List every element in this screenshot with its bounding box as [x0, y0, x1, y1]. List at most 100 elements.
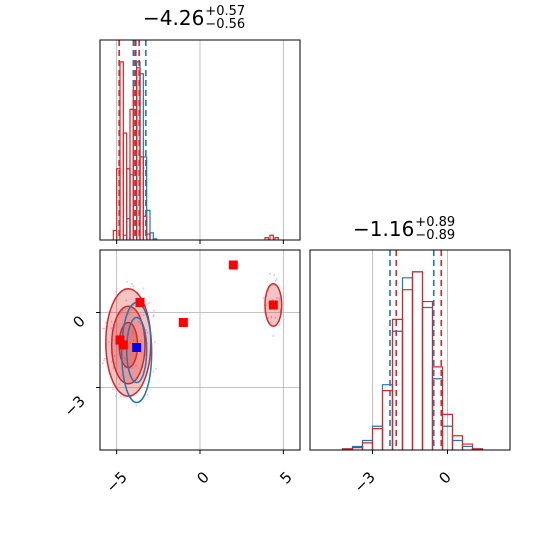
tick-marks [96, 240, 448, 454]
sample-point [274, 317, 277, 319]
histogram-bar [139, 156, 144, 240]
sample-point [105, 321, 107, 324]
sample-point [275, 278, 278, 280]
sample-point [153, 314, 155, 316]
sample-point [148, 301, 151, 304]
sample-point [152, 370, 155, 373]
sample-point [118, 383, 121, 385]
sample-point [119, 395, 122, 398]
sample-point [102, 362, 104, 364]
histogram-bar [264, 237, 269, 240]
sample-point [153, 341, 156, 343]
sample-point [137, 320, 140, 323]
top-left-histograms [112, 40, 279, 240]
histogram-bar [461, 443, 474, 450]
sample-point [131, 367, 134, 370]
sample-point [122, 396, 125, 399]
histogram-bar [274, 237, 279, 240]
grid-lines [100, 40, 448, 450]
sample-point [278, 299, 281, 302]
sample-point [269, 272, 271, 275]
sample-point [135, 404, 138, 407]
y-tick-label: 0 [69, 312, 88, 331]
histogram-bar [471, 448, 484, 450]
sample-point [116, 333, 119, 336]
sample-point [110, 326, 113, 329]
sample-point [130, 283, 133, 285]
sample-point [127, 312, 130, 315]
sample-point [270, 316, 273, 319]
sample-point [126, 280, 128, 283]
panel-title-2: −1.16 +0.89 −0.89 [353, 216, 455, 242]
sample-point [102, 359, 105, 362]
sample-point [102, 327, 104, 330]
title-value: −4.26 [143, 6, 205, 30]
sample-point [152, 315, 155, 318]
scatter-contours [102, 260, 283, 407]
x-tick-label: −3 [350, 468, 378, 496]
panel-bottom-right [309, 249, 511, 451]
sample-point [267, 302, 270, 305]
sample-point [267, 316, 270, 319]
sample-point [131, 331, 134, 333]
marker-square [135, 298, 145, 307]
sample-point [119, 313, 121, 316]
x-tick-label: −5 [102, 468, 130, 496]
sample-point [142, 287, 145, 290]
sample-point [107, 341, 110, 343]
title-minus-error: −0.56 [205, 17, 246, 32]
sample-point [103, 327, 106, 330]
sample-point [110, 320, 113, 323]
sample-point [112, 367, 115, 370]
marker-square [132, 343, 142, 352]
histogram-bar [451, 435, 464, 450]
sample-point [140, 340, 142, 342]
histogram-bar [431, 366, 444, 450]
sample-point [129, 342, 132, 345]
sample-point [139, 322, 142, 325]
histogram-bar [142, 215, 148, 240]
sample-point [275, 296, 278, 299]
sample-point [262, 296, 265, 299]
sample-point [113, 354, 116, 357]
sample-point [140, 351, 143, 354]
sample-point [152, 309, 155, 312]
sample-point [110, 360, 113, 363]
sample-point [114, 395, 117, 398]
title-plus-error: +0.57 [205, 4, 246, 19]
sample-point [131, 333, 134, 335]
sample-point [132, 285, 135, 288]
sample-point [131, 309, 133, 311]
title-value: −1.16 [353, 217, 415, 241]
sample-point [273, 274, 276, 276]
title-minus-error: −0.89 [415, 228, 456, 243]
sample-point [146, 331, 149, 334]
sample-point [132, 339, 135, 342]
histogram-bar [136, 67, 141, 240]
sample-point [146, 393, 149, 396]
sample-point [272, 335, 275, 337]
sample-point [154, 367, 157, 370]
sample-point [112, 388, 114, 391]
panel-title-1: −4.26 +0.57 −0.56 [143, 5, 245, 31]
sample-point [271, 299, 274, 301]
sample-point [278, 297, 280, 300]
bottom-right-histograms [341, 250, 484, 450]
histogram-bar [441, 413, 454, 450]
sample-point [146, 303, 149, 305]
histogram-bar [269, 234, 274, 240]
x-tick-label: 0 [435, 468, 454, 487]
marker-square [118, 340, 128, 350]
x-tick-label: 5 [276, 468, 295, 487]
sample-point [132, 304, 135, 307]
sample-point [103, 357, 106, 360]
marker-square [178, 318, 188, 327]
sample-point [123, 357, 125, 360]
histogram-bar [152, 238, 158, 240]
sample-point [125, 299, 128, 302]
sample-point [124, 359, 127, 361]
sample-point [123, 366, 126, 369]
sample-point [265, 304, 268, 307]
y-tick-label: −3 [60, 392, 88, 420]
